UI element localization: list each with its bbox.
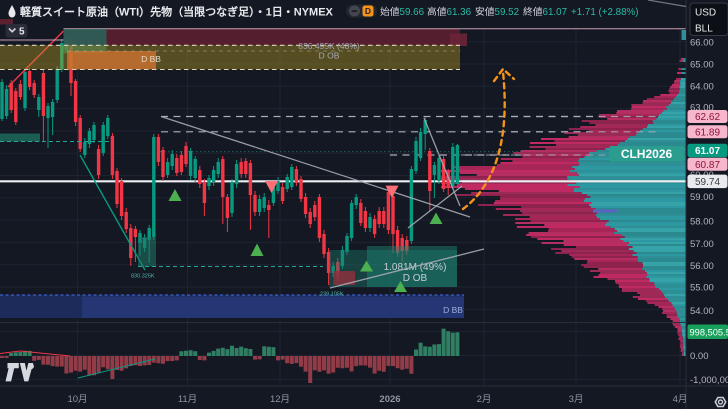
svg-text:65.00: 65.00 <box>690 60 714 71</box>
svg-text:63.00: 63.00 <box>690 103 714 114</box>
svg-text:12月: 12月 <box>270 394 290 405</box>
svg-text:61.07: 61.07 <box>695 146 720 157</box>
svg-text:0.00: 0.00 <box>690 351 709 362</box>
svg-text:55.00: 55.00 <box>690 283 714 294</box>
svg-text:-1,000,00: -1,000,00 <box>690 375 728 386</box>
svg-text:62.62: 62.62 <box>695 112 720 123</box>
svg-text:830.325K: 830.325K <box>131 274 155 280</box>
svg-text:軽質スイート原油（WTI）先物（当限つなぎ足）・1日・NYM: 軽質スイート原油（WTI）先物（当限つなぎ足）・1日・NYMEX <box>20 5 334 19</box>
svg-text:BLL: BLL <box>695 24 713 35</box>
svg-text:57.00: 57.00 <box>690 239 714 250</box>
svg-text:5: 5 <box>19 27 25 38</box>
svg-text:D OB: D OB <box>319 51 340 61</box>
svg-text:64.00: 64.00 <box>690 82 714 93</box>
svg-text:2月: 2月 <box>477 394 492 405</box>
svg-text:終値: 終値 <box>523 5 543 18</box>
svg-text:CLH2026: CLH2026 <box>621 147 673 161</box>
svg-text:58.00: 58.00 <box>690 217 714 228</box>
svg-text:836.495K (48%): 836.495K (48%) <box>298 41 360 51</box>
svg-text:D OB: D OB <box>403 273 428 284</box>
svg-text:USD: USD <box>695 8 716 19</box>
svg-text:始値: 始値 <box>380 5 400 18</box>
svg-text:66.00: 66.00 <box>690 38 714 49</box>
svg-text:54.00: 54.00 <box>690 306 714 317</box>
svg-text:10月: 10月 <box>67 394 87 405</box>
svg-text:61.07: 61.07 <box>543 7 568 18</box>
svg-text:4月: 4月 <box>673 394 688 405</box>
svg-text:高値: 高値 <box>427 5 447 18</box>
svg-text:11月: 11月 <box>178 394 197 405</box>
svg-text:1.081M (49%): 1.081M (49%) <box>384 262 447 273</box>
svg-text:D: D <box>365 6 371 16</box>
svg-text:59.74: 59.74 <box>695 177 720 188</box>
svg-text:D BB: D BB <box>141 54 161 64</box>
svg-text:56.00: 56.00 <box>690 261 714 272</box>
svg-text:D BB: D BB <box>443 305 463 315</box>
svg-text:59.66: 59.66 <box>400 7 425 18</box>
svg-text:998,505.5: 998,505.5 <box>690 327 728 337</box>
svg-text:3月: 3月 <box>569 394 584 405</box>
svg-text:239.105K: 239.105K <box>320 292 344 298</box>
svg-text:61.36: 61.36 <box>447 7 472 18</box>
svg-text:+1.71 (+2.88%): +1.71 (+2.88%) <box>571 7 639 18</box>
svg-text:安値: 安値 <box>475 5 495 18</box>
svg-text:2026: 2026 <box>379 394 400 405</box>
svg-text:61.89: 61.89 <box>695 128 720 139</box>
svg-text:59.00: 59.00 <box>690 192 714 203</box>
svg-text:59.52: 59.52 <box>495 7 520 18</box>
svg-text:60.87: 60.87 <box>695 160 720 171</box>
